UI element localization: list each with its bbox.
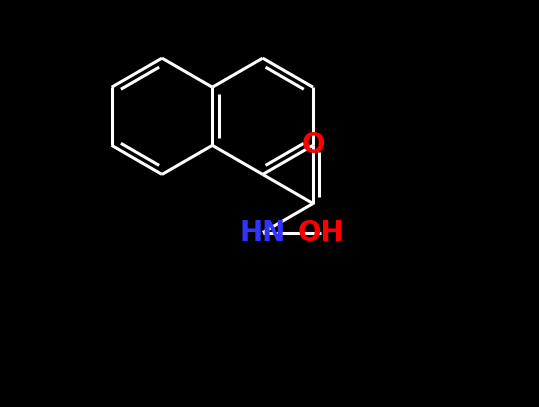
Text: HN: HN: [239, 219, 286, 247]
Text: OH: OH: [298, 219, 344, 247]
Text: O: O: [301, 131, 325, 160]
